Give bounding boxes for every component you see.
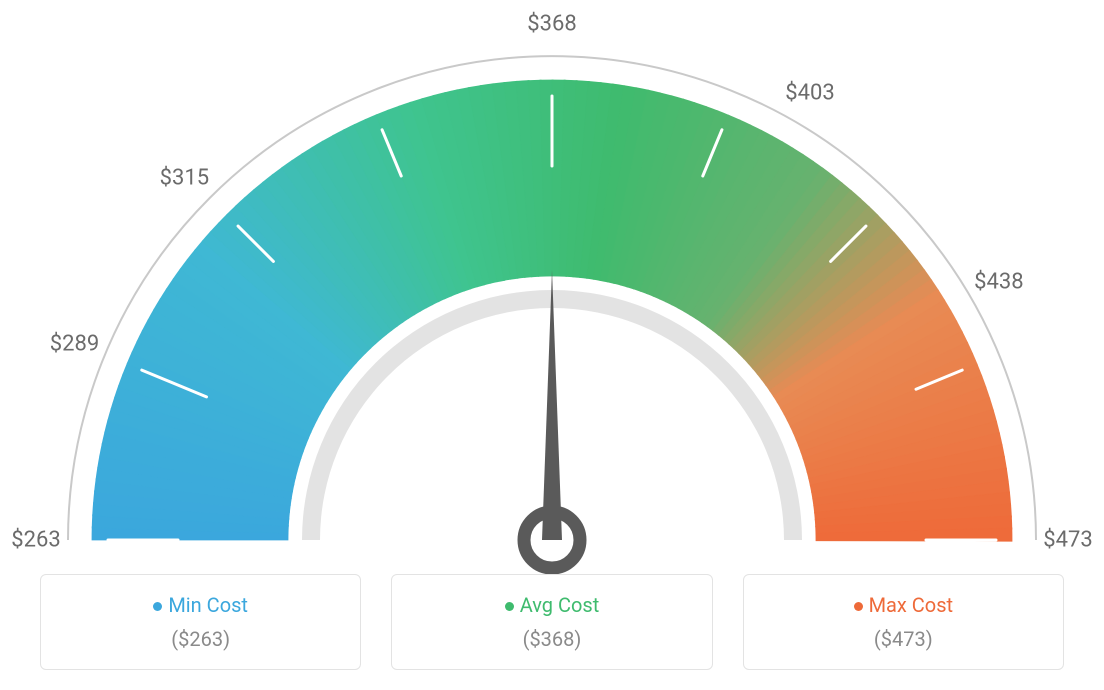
legend-avg-title: Avg Cost	[402, 593, 701, 617]
legend-min-value: ($263)	[51, 627, 350, 651]
legend-box-max: Max Cost ($473)	[743, 574, 1064, 670]
legend-avg-label: Avg Cost	[520, 593, 600, 617]
legend-box-min: Min Cost ($263)	[40, 574, 361, 670]
legend-max-dot	[854, 602, 863, 611]
legend-avg-dot	[505, 602, 514, 611]
legend-box-avg: Avg Cost ($368)	[391, 574, 712, 670]
legend-row: Min Cost ($263) Avg Cost ($368) Max Cost…	[0, 574, 1104, 670]
gauge-tick-label: $289	[50, 332, 99, 357]
gauge-tick-label: $368	[527, 12, 576, 37]
gauge-tick-label: $403	[785, 81, 834, 106]
legend-min-title: Min Cost	[51, 593, 350, 617]
legend-min-label: Min Cost	[168, 593, 248, 617]
legend-max-label: Max Cost	[869, 593, 954, 617]
gauge-tick-label: $473	[1043, 528, 1092, 553]
gauge-tick-label: $315	[160, 165, 209, 190]
gauge-chart: $263 $289 $315 $368 $403 $438 $473	[0, 0, 1104, 560]
gauge-tick-label: $438	[974, 270, 1023, 295]
gauge-svg	[0, 0, 1104, 580]
legend-min-dot	[153, 602, 162, 611]
legend-max-title: Max Cost	[754, 593, 1053, 617]
gauge-tick-label: $263	[11, 528, 60, 553]
legend-max-value: ($473)	[754, 627, 1053, 651]
legend-avg-value: ($368)	[402, 627, 701, 651]
